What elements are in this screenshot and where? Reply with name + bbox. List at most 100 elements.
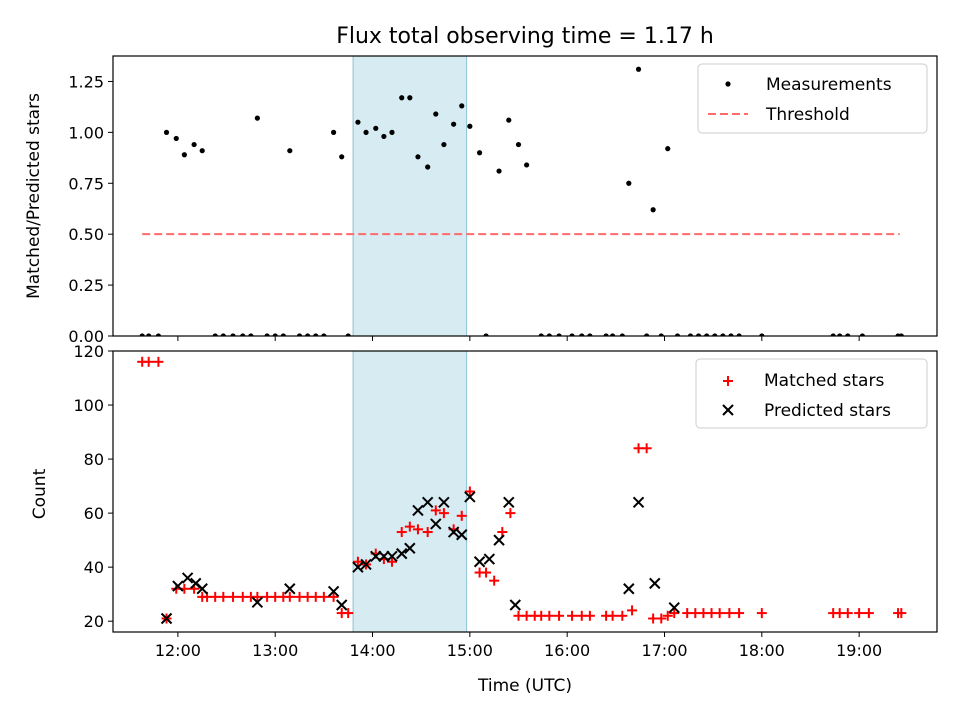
matched-star-point: [218, 591, 229, 602]
measurement-point: [695, 333, 702, 336]
predicted-star-point: [336, 599, 348, 611]
measurement-point: [859, 333, 865, 336]
ratio-y-axis: 0.00 0.25 0.50 0.75 1.00 1.25: [68, 72, 860, 346]
matched-star-point: [497, 527, 508, 538]
ratio-y-tick-label: 0.25: [68, 276, 104, 295]
x-tick-label: 17:00: [641, 641, 687, 660]
measurement-point: [381, 133, 387, 140]
matched-star-point: [617, 610, 628, 621]
matched-star-point: [863, 608, 874, 619]
matched-star-point: [734, 608, 745, 619]
measurement-point: [609, 333, 616, 336]
measurement-point: [146, 333, 152, 336]
legend-measurement-marker: [725, 81, 731, 87]
measurement-point: [389, 129, 395, 135]
predicted-star-point: [396, 547, 408, 560]
measurement-point: [837, 333, 843, 336]
matched-star-point: [584, 610, 595, 621]
predicted-star-point: [360, 558, 372, 571]
measurement-point: [330, 129, 337, 135]
legend-threshold-label: Threshold: [765, 105, 850, 125]
measurement-point: [415, 154, 421, 160]
matched-star-point: [343, 608, 354, 619]
measurement-point: [830, 333, 836, 336]
count-y-tick-label: 100: [73, 396, 104, 415]
predicted-star-point: [483, 553, 496, 565]
ratio-y-tick-label: 0.00: [68, 327, 104, 346]
matched-star-point: [567, 610, 578, 621]
x-tick-label: 13:00: [252, 641, 298, 660]
predicted-star-point: [430, 518, 442, 530]
predicted-star-point: [370, 550, 382, 563]
legend-predicted-label: Predicted stars: [764, 401, 891, 421]
predicted-star-point: [412, 504, 424, 517]
measurement-point: [296, 333, 303, 336]
x-tick-label: 12:00: [155, 641, 201, 660]
count-y-axis-label: Count: [30, 468, 50, 519]
matched-star-point: [318, 591, 329, 602]
predicted-star-point: [327, 585, 340, 598]
predicted-star-point: [196, 583, 208, 595]
measurement-point: [272, 333, 278, 336]
ratio-y-tick-label: 1.00: [68, 123, 104, 142]
predicted-star-point: [251, 596, 264, 608]
measurement-point: [644, 333, 650, 336]
count-y-tick-label: 120: [73, 342, 104, 361]
measurement-point: [191, 141, 197, 148]
matched-star-point: [554, 610, 565, 621]
matched-star-point: [669, 608, 680, 619]
measurement-point: [587, 333, 593, 336]
measurement-point: [181, 152, 187, 158]
matched-star-point: [641, 443, 652, 454]
measurement-point: [546, 333, 552, 336]
count-y-tick-label: 40: [84, 558, 104, 577]
measurement-point: [139, 333, 145, 336]
predicted-star-point: [404, 542, 416, 554]
matched-star-point: [456, 510, 467, 521]
measurement-point: [355, 119, 361, 125]
matched-star-point: [489, 575, 500, 586]
count-legend: Matched stars Predicted stars: [695, 358, 928, 429]
predicted-star-point: [632, 496, 645, 509]
measurement-point: [264, 333, 270, 336]
matched-star-point: [896, 608, 907, 619]
measurement-point: [515, 141, 522, 148]
legend-box: [695, 358, 928, 429]
ratio-y-tick-label: 1.25: [68, 72, 104, 91]
matched-star-point: [544, 610, 555, 621]
measurement-point: [451, 121, 457, 127]
predicted-star-point: [447, 526, 460, 538]
measurement-point: [280, 333, 286, 336]
measurement-point: [305, 333, 311, 336]
predicted-star-point: [438, 496, 450, 509]
measurement-point: [736, 333, 742, 336]
matched-star-point: [252, 591, 263, 602]
matched-star-point: [724, 608, 735, 619]
measurement-point: [483, 333, 489, 336]
matched-star-point: [505, 508, 516, 519]
matched-star-point: [352, 556, 363, 567]
matched-star-point: [842, 608, 853, 619]
measurement-point: [569, 333, 575, 336]
matched-star-point: [481, 567, 492, 578]
measurement-point: [665, 146, 671, 152]
legend-box: [697, 63, 928, 134]
count-plot-frame: [112, 350, 938, 633]
matched-star-point: [756, 608, 767, 619]
legend-matched-label: Matched stars: [764, 371, 884, 391]
measurement-point: [240, 333, 246, 336]
predicted-star-point: [649, 577, 661, 590]
measurement-point: [712, 333, 718, 336]
matched-star-point: [284, 591, 295, 602]
measurement-point: [650, 207, 656, 213]
x-tick-label: 16:00: [544, 641, 590, 660]
matched-star-point: [228, 591, 239, 602]
matched-star-point: [607, 610, 618, 621]
count-x-axis: 12:00 13:00 14:00 15:00 16:00 17:00 18:00 19:00: [155, 632, 882, 660]
x-tick-label: 14:00: [349, 641, 395, 660]
measurement-point: [674, 333, 681, 336]
measurement-point: [339, 154, 345, 160]
measurement-point: [173, 135, 179, 142]
measurement-point: [720, 333, 726, 336]
